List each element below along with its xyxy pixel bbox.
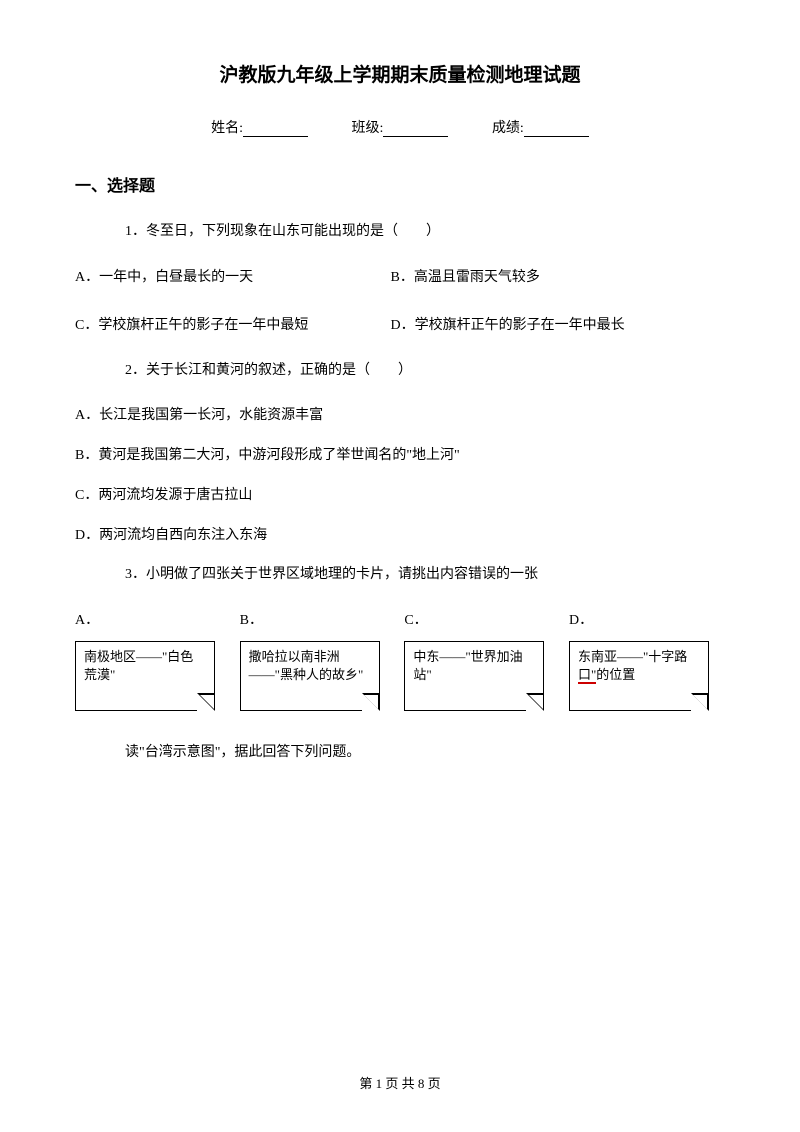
score-field: 成绩: <box>492 117 589 137</box>
name-field: 姓名: <box>211 117 308 137</box>
q3-card-d-text3: 的位置 <box>596 667 635 682</box>
q3-card-a: 南极地区——"白色荒漠" <box>75 641 215 711</box>
page-footer: 第 1 页 共 8 页 <box>0 1073 800 1092</box>
q3-card-a-text: 南极地区——"白色荒漠" <box>84 649 193 682</box>
q2-option-b: B．黄河是我国第二大河，中游河段形成了举世闻名的"地上河" <box>75 444 725 464</box>
class-blank[interactable] <box>383 121 448 137</box>
exam-title: 沪教版九年级上学期期末质量检测地理试题 <box>75 60 725 87</box>
class-field: 班级: <box>352 117 449 137</box>
q3-card-b: 撒哈拉以南非洲——"黑种人的故乡" <box>240 641 380 711</box>
q3-cards-row: A． 南极地区——"白色荒漠" B． 撒哈拉以南非洲——"黑种人的故乡" C． … <box>75 609 725 711</box>
q2-option-d: D．两河流均自西向东注入东海 <box>75 524 725 544</box>
name-label: 姓名: <box>211 121 243 136</box>
q3-card-d-text1: 东南亚——"十字路 <box>578 649 687 664</box>
q3-col-a: A． 南极地区——"白色荒漠" <box>75 609 231 711</box>
question-2: 2．关于长江和黄河的叙述，正确的是（ ） <box>75 360 725 382</box>
q1-option-a: A．一年中，白昼最长的一天 <box>75 265 387 290</box>
q1-option-c: C．学校旗杆正午的影子在一年中最短 <box>75 313 387 338</box>
card-corner-icon <box>197 693 215 711</box>
q3-card-d-text2: 口" <box>578 667 596 684</box>
q3-col-b: B． 撒哈拉以南非洲——"黑种人的故乡" <box>240 609 396 711</box>
q3-card-c-text: 中东——"世界加油站" <box>413 649 522 682</box>
card-corner-icon <box>691 693 709 711</box>
q3-col-d: D． 东南亚——"十字路口"的位置 <box>569 609 725 711</box>
q3-card-c: 中东——"世界加油站" <box>404 641 544 711</box>
name-blank[interactable] <box>243 121 308 137</box>
q1-option-b: B．高温且雷雨天气较多 <box>391 265 703 290</box>
q3-label-b: B． <box>240 609 396 629</box>
q1-option-d: D．学校旗杆正午的影子在一年中最长 <box>391 313 703 338</box>
reading-instruction: 读"台湾示意图"，据此回答下列问题。 <box>75 741 725 761</box>
section-1-title: 一、选择题 <box>75 172 725 196</box>
q3-card-b-text: 撒哈拉以南非洲——"黑种人的故乡" <box>249 649 364 682</box>
score-label: 成绩: <box>492 121 524 136</box>
student-info-row: 姓名: 班级: 成绩: <box>75 117 725 137</box>
card-corner-icon <box>362 693 380 711</box>
q2-option-a: A．长江是我国第一长河，水能资源丰富 <box>75 404 725 424</box>
q3-card-d: 东南亚——"十字路口"的位置 <box>569 641 709 711</box>
q1-options-row2: C．学校旗杆正午的影子在一年中最短 D．学校旗杆正午的影子在一年中最长 <box>75 313 725 338</box>
question-1: 1．冬至日，下列现象在山东可能出现的是（ ） <box>75 221 725 243</box>
q2-option-c: C．两河流均发源于唐古拉山 <box>75 484 725 504</box>
q3-label-d: D． <box>569 609 725 629</box>
q3-col-c: C． 中东——"世界加油站" <box>404 609 560 711</box>
score-blank[interactable] <box>524 121 589 137</box>
class-label: 班级: <box>352 121 384 136</box>
q3-label-c: C． <box>404 609 560 629</box>
question-3: 3．小明做了四张关于世界区域地理的卡片，请挑出内容错误的一张 <box>75 564 725 586</box>
q3-label-a: A． <box>75 609 231 629</box>
card-corner-icon <box>526 693 544 711</box>
q1-options-row1: A．一年中，白昼最长的一天 B．高温且雷雨天气较多 <box>75 265 725 290</box>
